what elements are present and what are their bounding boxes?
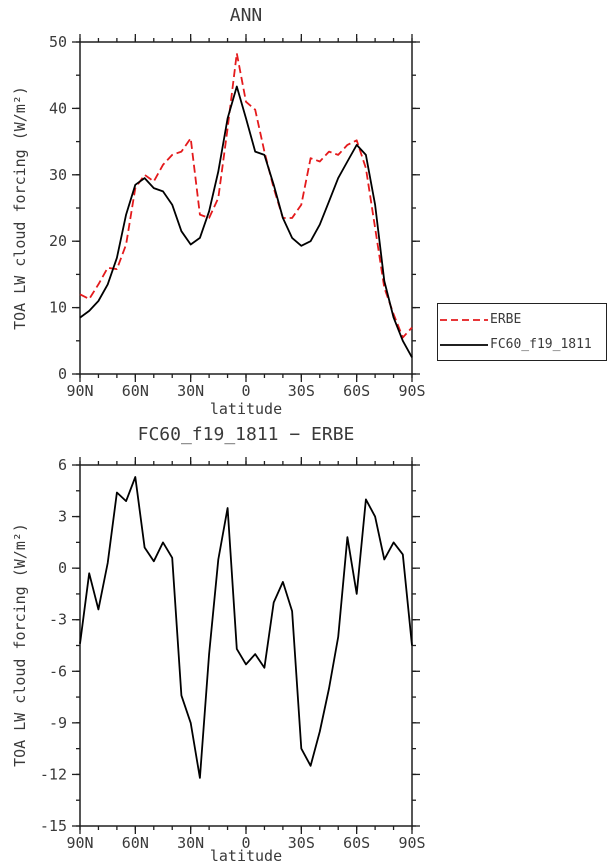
x-axis-label-top: latitude — [209, 400, 283, 418]
legend-entry-model: FC60_f19_1811 — [438, 332, 606, 357]
plot-area-bottom: 90N 60N 30N 0 30S 60S 90S -15 -12 -9 -6 -3 0 3 6 — [40, 456, 426, 852]
legend-label-model: FC60_f19_1811 — [490, 337, 592, 352]
svg-text:90N: 90N — [66, 382, 93, 400]
chart-title-bottom: FC60_f19_1811 − ERBE — [137, 424, 355, 445]
svg-text:30N: 30N — [177, 834, 204, 852]
svg-text:30S: 30S — [288, 834, 315, 852]
svg-text:0: 0 — [58, 365, 67, 383]
legend-entry-erbe: ERBE — [438, 307, 606, 332]
svg-text:-6: -6 — [49, 662, 67, 680]
svg-text:3: 3 — [58, 508, 67, 526]
svg-text:-12: -12 — [40, 765, 67, 783]
svg-text:6: 6 — [58, 456, 67, 474]
svg-text:90S: 90S — [398, 834, 425, 852]
svg-text:90S: 90S — [398, 382, 425, 400]
svg-text:60N: 60N — [122, 834, 149, 852]
svg-text:40: 40 — [49, 99, 67, 117]
legend-line-sample-erbe — [440, 318, 488, 321]
svg-text:30N: 30N — [177, 382, 204, 400]
svg-text:50: 50 — [49, 33, 67, 51]
svg-text:0: 0 — [241, 834, 250, 852]
svg-text:-15: -15 — [40, 817, 67, 835]
svg-text:10: 10 — [49, 299, 67, 317]
chart-title-top: ANN — [229, 5, 263, 26]
svg-text:20: 20 — [49, 232, 67, 250]
svg-text:60S: 60S — [343, 834, 370, 852]
svg-text:60S: 60S — [343, 382, 370, 400]
svg-text:0: 0 — [241, 382, 250, 400]
legend-line-sample-model — [440, 343, 488, 346]
svg-text:30: 30 — [49, 166, 67, 184]
svg-text:90N: 90N — [66, 834, 93, 852]
svg-text:30S: 30S — [288, 382, 315, 400]
svg-text:0: 0 — [58, 559, 67, 577]
legend-label-erbe: ERBE — [490, 312, 522, 327]
svg-text:-9: -9 — [49, 714, 67, 732]
x-axis-label-bottom: latitude — [209, 847, 283, 862]
svg-text:-3: -3 — [49, 611, 67, 629]
legend: ERBE FC60_f19_1811 — [437, 303, 607, 361]
plot-area-top: 90N 60N 30N 0 30S 60S 90S 0 10 20 30 40 50 — [49, 33, 426, 400]
svg-text:60N: 60N — [122, 382, 149, 400]
